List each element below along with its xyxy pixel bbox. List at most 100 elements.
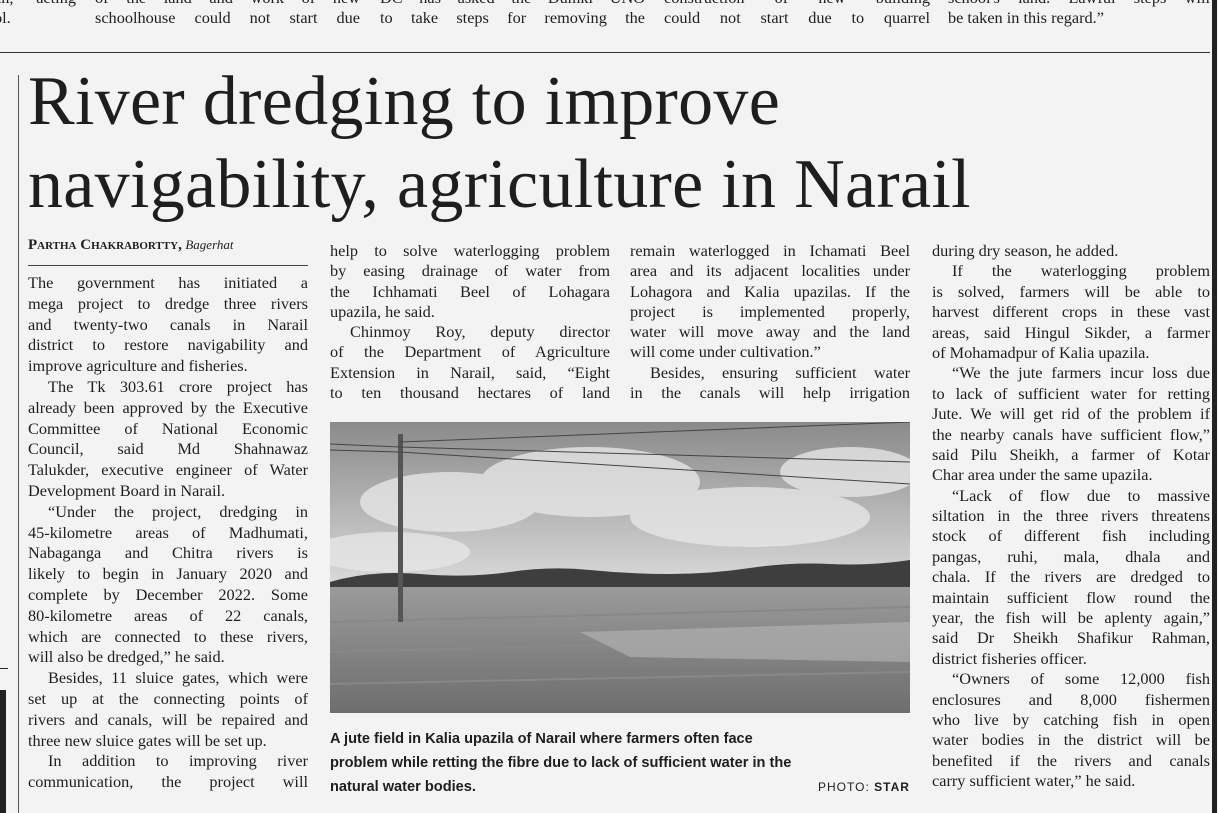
text-line: stock of different fish including [932,526,1210,546]
text-line: The government has initiated a [28,273,308,292]
text-line: upazila, he said. [330,301,435,321]
byline: Partha Chakrabortty, Bagerhat [28,237,234,254]
text-column: help to solve waterlogging problem by eas… [330,241,610,403]
text-line: will also be dredged,” he said. [28,647,225,667]
fragment-line: construction of new building [664,0,930,8]
text-line: who live by catching fish in open [932,709,1210,729]
text-line: “Owners of some 12,000 fish [952,669,1210,689]
text-line: said Dr Sheikh Shafikur Rahman, [932,628,1210,648]
photo-credit: PHOTO: STAR [818,780,910,794]
text-line: and twenty-two canals in Narail [28,314,308,334]
text-line: the nearby canals have sufficient flow,” [932,424,1210,444]
text-line: enclosures and 8,000 fishermen [932,689,1210,709]
text-line: Besides, ensuring sufficient water [650,362,910,382]
text-line: improve agriculture and fisheries. [28,356,248,376]
text-line: remain waterlogged in Ichamati Beel [630,241,910,260]
text-line: Committee of National Economic [28,418,308,438]
text-line: areas, said Hingul Sikder, a farmer [932,322,1210,342]
text-line: In addition to improving river [48,751,308,771]
text-line: of the Department of Agriculture [330,342,610,362]
fragment-column: an, actingol. [0,0,76,28]
text-line: to ten thousand hectares of land [330,383,610,403]
fragment-line: of the land and work of new [95,0,360,8]
fragment-line: school's land. Lawful steps will [948,0,1210,8]
text-line: water bodies in the district will be [932,730,1210,750]
text-column: The government has initiated a mega proje… [28,273,308,793]
byline-author: Partha Chakrabortty, [28,237,182,253]
text-line: 80-kilometre areas of 22 canals, [28,605,308,625]
caption-line: A jute field in Kalia upazila of Narail … [330,731,753,747]
text-line: If the waterlogging problem [952,261,1210,281]
credit-label: PHOTO: [818,780,870,794]
text-line: the Ichhamati Beel of Lohagara [330,281,610,301]
caption-line: problem while retting the fibre due to l… [330,755,792,771]
text-line: will come under cultivation.” [630,342,821,362]
left-rule [18,75,19,813]
text-line: district fisheries officer. [932,648,1087,668]
text-line: “We the jute farmers incur loss due [952,363,1210,383]
headline: River dredging to improve [28,63,781,140]
left-edge-mark [0,690,6,813]
text-line: Char area under the same upazila. [932,465,1153,485]
fragment-column: of the land and work of newschoolhouse c… [95,0,360,28]
right-edge [1212,0,1217,813]
text-line: likely to begin in January 2020 and [28,564,308,584]
fragment-line: could not start due to quarrel [664,8,930,27]
text-line: pangas, ruhi, mala, dhala and [932,546,1210,566]
text-line: by easing drainage of water from [330,261,610,281]
text-line: The Tk 303.61 crore project has [48,376,308,396]
fragment-column: construction of new buildingcould not st… [664,0,930,28]
text-line: 45-kilometre areas of Madhumati, [28,522,308,542]
text-line: said Pilu Sheikh, a farmer of Kotar [932,444,1210,464]
fragment-line: be taken in this regard.” [948,8,1104,27]
text-line: to lack of sufficient water for retting [932,383,1210,403]
text-line: water will move away and the land [630,322,910,342]
text-line: three new sluice gates will be set up. [28,730,267,750]
text-line: Chinmoy Roy, deputy director [350,322,610,342]
fragment-line: an, acting [0,0,76,8]
fragment-line: to take steps for removing the [380,8,645,27]
byline-rule [28,265,308,266]
text-line: complete by December 2022. Some [28,584,308,604]
text-line: harvest different crops in these vast [932,302,1210,322]
fragment-column: DC has asked the Dumki UNOto take steps … [380,0,645,28]
text-column: during dry season, he added. If the water… [932,241,1210,792]
text-line: Council, said Md Shahnawaz [28,439,308,459]
text-line: Talukder, executive engineer of Water [28,460,308,480]
left-edge-tick [0,668,8,669]
fragment-line: schoolhouse could not start due [95,8,360,27]
text-line: communication, the project will [28,772,308,792]
text-line: Development Board in Narail. [28,480,226,500]
text-line: siltation in the three rivers threatens [932,506,1210,526]
photo [330,422,910,713]
text-line: benefited if the rivers and canals [932,750,1210,770]
text-line: in the canals will help irrigation [630,383,910,403]
text-line: maintain sufficient flow round the [932,587,1210,607]
text-line: district to restore navigability and [28,335,308,355]
text-line: mega project to dredge three rivers [28,293,308,313]
text-line: set up at the connecting points of [28,688,308,708]
fragment-line: DC has asked the Dumki UNO [380,0,645,8]
text-line: is solved, farmers will be able to [932,281,1210,301]
text-line: “Under the project, dredging in [48,501,308,521]
text-line: Besides, 11 sluice gates, which were [48,668,308,688]
credit-source: STAR [874,780,910,794]
text-line: which are connected to these rivers, [28,626,308,646]
text-line: “Lack of flow due to massive [952,485,1210,505]
text-line: Lohagora and Kalia upazilas. If the [630,281,910,301]
text-line: year, the fish will be aplenty again,” [932,608,1210,628]
text-column: remain waterlogged in Ichamati Beel area … [630,241,910,403]
text-line: of Mohamadpur of Kalia upazila. [932,342,1150,362]
byline-location: Bagerhat [185,237,234,252]
text-line: chala. If the rivers are dredged to [932,567,1210,587]
text-line: project is implemented properly, [630,301,910,321]
headline: navigability, agriculture in Narail [28,146,971,223]
fragment-line: ol. [0,8,11,27]
caption-line: natural water bodies. [330,779,476,795]
text-line: Extension in Narail, said, “Eight [330,362,610,382]
text-line: Jute. We will get rid of the problem if [932,404,1210,424]
text-line: carry sufficient water,” he said. [932,771,1136,791]
photo-caption: A jute field in Kalia upazila of Narail … [330,727,791,799]
